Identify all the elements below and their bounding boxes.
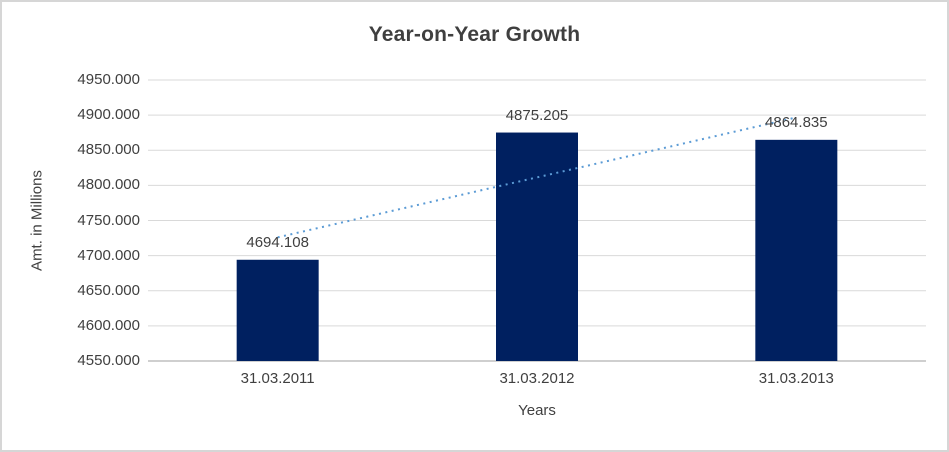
y-tick-label: 4900.000 [77,106,140,124]
y-tick-label: 4650.000 [77,281,140,299]
bar [236,259,319,361]
y-tick-label: 4700.000 [77,246,140,264]
x-category-label: 31.03.2013 [758,370,834,387]
data-label: 4864.835 [765,113,828,131]
trendline [277,116,797,239]
y-tick-label: 4600.000 [77,316,140,334]
x-axis-title: Years [518,402,556,419]
y-tick-label: 4750.000 [77,211,140,229]
bar [755,139,838,361]
y-tick-label: 4950.000 [77,71,140,88]
x-category-label: 31.03.2011 [240,370,315,387]
bar [496,132,578,361]
data-label: 4875.205 [505,106,569,124]
y-tick-label: 4550.000 [77,352,140,369]
y-tick-label: 4800.000 [77,176,140,194]
y-tick-label: 4850.000 [77,141,140,159]
chart-title: Year-on-Year Growth [368,23,581,46]
x-category-label: 31.03.2012 [499,370,575,387]
data-label: 4694.108 [246,233,309,251]
